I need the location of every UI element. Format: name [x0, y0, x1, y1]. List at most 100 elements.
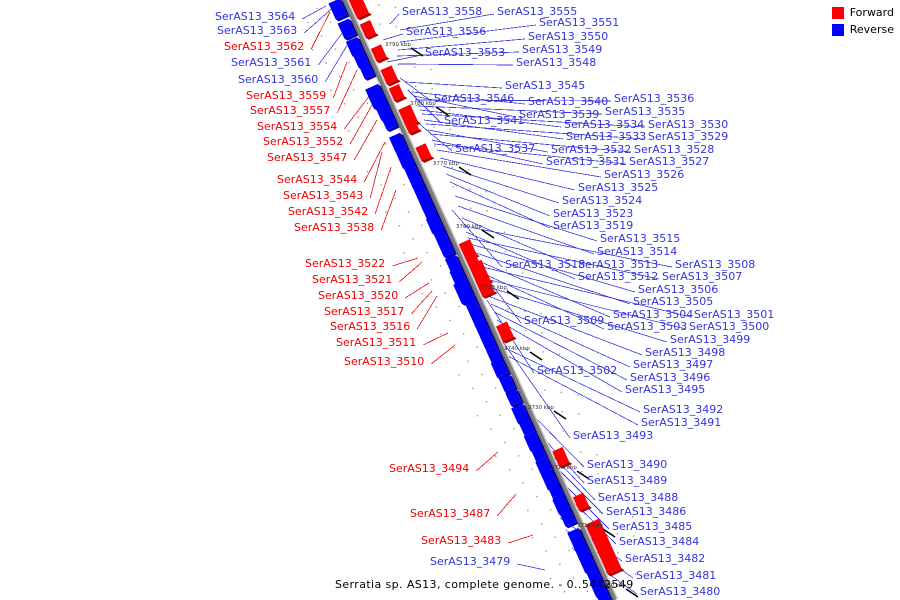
gene-label[interactable]: SerAS13_3521	[312, 273, 393, 286]
gene-label[interactable]: SerAS13_3501	[694, 308, 775, 321]
gene-label[interactable]: SerAS13_3525	[578, 181, 659, 194]
gene-label[interactable]: SerAS13_3491	[641, 416, 722, 429]
gene-label[interactable]: SerAS13_3500	[689, 320, 770, 333]
gene-label[interactable]: SerAS13_3561	[231, 56, 312, 69]
gene-label[interactable]: SerAS13_3513	[578, 258, 659, 271]
gene-label[interactable]: SerAS13_3488	[598, 491, 679, 504]
gene-block[interactable]	[490, 358, 512, 380]
gene-label[interactable]: SerAS13_3552	[263, 135, 344, 148]
gene-block[interactable]	[403, 117, 423, 136]
gene-label[interactable]: SerAS13_3550	[528, 30, 609, 43]
gene-label[interactable]: SerAS13_3539	[519, 108, 600, 121]
gene-label[interactable]: SerAS13_3557	[250, 104, 331, 117]
gene-label[interactable]: SerAS13_3504	[613, 308, 694, 321]
gene-label[interactable]: SerAS13_3540	[528, 95, 609, 108]
gene-label[interactable]: SerAS13_3556	[406, 25, 487, 38]
gene-label[interactable]: SerAS13_3531	[546, 155, 627, 168]
gene-label[interactable]: SerAS13_3498	[645, 346, 726, 359]
gene-label[interactable]: SerAS13_3480	[640, 585, 721, 598]
gene-label[interactable]: SerAS13_3534	[564, 118, 645, 131]
gene-label[interactable]: SerAS13_3563	[217, 24, 298, 37]
gene-block[interactable]	[381, 113, 400, 132]
gene-label[interactable]: SerAS13_3529	[648, 130, 729, 143]
gene-label[interactable]: SerAS13_3511	[336, 336, 417, 349]
gene-label[interactable]: SerAS13_3493	[573, 429, 654, 442]
gene-label[interactable]: SerAS13_3559	[246, 89, 327, 102]
gene-block[interactable]	[498, 374, 518, 394]
gene-label[interactable]: SerAS13_3532	[551, 143, 632, 156]
gene-label[interactable]: SerAS13_3553	[425, 46, 506, 59]
gene-label[interactable]: SerAS13_3512	[578, 270, 659, 283]
gene-label[interactable]: SerAS13_3514	[597, 245, 678, 258]
gene-label[interactable]: SerAS13_3527	[629, 155, 710, 168]
gene-label[interactable]: SerAS13_3520	[318, 289, 399, 302]
gene-label[interactable]: SerAS13_3502	[537, 364, 618, 377]
gene-label[interactable]: SerAS13_3509	[524, 314, 605, 327]
gene-label[interactable]: SerAS13_3545	[505, 79, 586, 92]
gene-label[interactable]: SerAS13_3489	[587, 474, 668, 487]
gene-label[interactable]: SerAS13_3515	[600, 232, 681, 245]
gene-label[interactable]: SerAS13_3494	[389, 462, 470, 475]
gene-label[interactable]: SerAS13_3537	[455, 142, 536, 155]
gene-label[interactable]: SerAS13_3522	[305, 257, 386, 270]
gene-label[interactable]: SerAS13_3483	[421, 534, 502, 547]
gene-label[interactable]: SerAS13_3546	[434, 92, 515, 105]
gene-label[interactable]: SerAS13_3497	[633, 358, 714, 371]
gene-block[interactable]	[585, 518, 625, 577]
gene-label[interactable]: SerAS13_3487	[410, 507, 491, 520]
gene-label[interactable]: SerAS13_3518	[505, 258, 586, 271]
gene-label[interactable]: SerAS13_3490	[587, 458, 668, 471]
gene-block[interactable]	[380, 65, 401, 87]
gene-label[interactable]: SerAS13_3479	[430, 555, 511, 568]
gene-label[interactable]: SerAS13_3528	[634, 143, 715, 156]
gene-block[interactable]	[475, 275, 498, 299]
gene-label[interactable]: SerAS13_3562	[224, 40, 305, 53]
gene-block[interactable]	[438, 240, 457, 259]
gene-label[interactable]: SerAS13_3555	[497, 5, 578, 18]
gene-block[interactable]	[573, 492, 593, 513]
gene-block[interactable]	[337, 18, 359, 41]
gene-label[interactable]: SerAS13_3517	[324, 305, 405, 318]
gene-label[interactable]: SerAS13_3564	[215, 10, 296, 23]
gene-label[interactable]: SerAS13_3506	[638, 283, 719, 296]
gene-block[interactable]	[415, 143, 435, 163]
gene-label[interactable]: SerAS13_3536	[614, 92, 695, 105]
gene-label[interactable]: SerAS13_3558	[402, 5, 483, 18]
gene-block[interactable]	[359, 63, 377, 81]
gene-label[interactable]: SerAS13_3560	[238, 73, 319, 86]
gene-label[interactable]: SerAS13_3508	[675, 258, 756, 271]
gene-label[interactable]: SerAS13_3499	[670, 333, 751, 346]
gene-label[interactable]: SerAS13_3503	[607, 320, 688, 333]
gene-label[interactable]: SerAS13_3541	[444, 114, 525, 127]
gene-label[interactable]: SerAS13_3538	[294, 221, 375, 234]
gene-label[interactable]: SerAS13_3496	[630, 371, 711, 384]
gene-label[interactable]: SerAS13_3526	[604, 168, 685, 181]
gene-block[interactable]	[552, 446, 573, 469]
gene-block[interactable]	[596, 590, 615, 600]
gene-block[interactable]	[496, 321, 517, 344]
gene-label[interactable]: SerAS13_3481	[636, 569, 717, 582]
gene-label[interactable]: SerAS13_3542	[288, 205, 369, 218]
gene-block[interactable]	[346, 0, 372, 21]
gene-block[interactable]	[370, 44, 390, 64]
gene-block[interactable]	[328, 0, 350, 22]
gene-label[interactable]: SerAS13_3548	[516, 56, 597, 69]
gene-label[interactable]: SerAS13_3535	[605, 105, 686, 118]
gene-label[interactable]: SerAS13_3543	[283, 189, 364, 202]
gene-block[interactable]	[511, 403, 532, 426]
gene-label[interactable]: SerAS13_3492	[643, 403, 724, 416]
gene-label[interactable]: SerAS13_3530	[648, 118, 729, 131]
gene-label[interactable]: SerAS13_3554	[257, 120, 338, 133]
gene-label[interactable]: SerAS13_3551	[539, 16, 620, 29]
gene-label[interactable]: SerAS13_3482	[625, 552, 706, 565]
gene-label[interactable]: SerAS13_3485	[612, 520, 693, 533]
gene-label[interactable]: SerAS13_3486	[606, 505, 687, 518]
gene-label[interactable]: SerAS13_3510	[344, 355, 425, 368]
gene-label[interactable]: SerAS13_3507	[662, 270, 743, 283]
gene-block[interactable]	[388, 84, 408, 103]
gene-label[interactable]: SerAS13_3524	[562, 194, 643, 207]
gene-label[interactable]: SerAS13_3533	[566, 130, 647, 143]
gene-label[interactable]: SerAS13_3484	[619, 535, 700, 548]
gene-block[interactable]	[505, 388, 524, 408]
gene-block[interactable]	[559, 508, 579, 529]
